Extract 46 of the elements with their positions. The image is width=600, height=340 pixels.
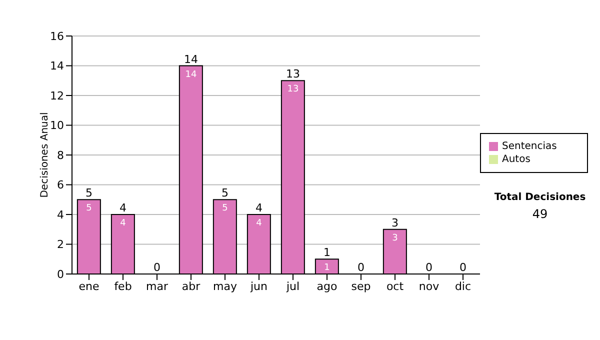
data-label: 5 — [86, 204, 92, 214]
y-tick-label: 4 — [57, 208, 64, 222]
total-label: 0 — [358, 261, 364, 274]
total-label: 4 — [256, 202, 262, 214]
data-label: 3 — [392, 233, 398, 244]
x-tick-label: sep — [351, 280, 371, 293]
x-tick-label: abr — [182, 280, 201, 293]
y-axis-title: Decisiones Anual — [40, 112, 51, 198]
x-tick-label: dic — [454, 280, 472, 293]
y-tick-label: 2 — [57, 238, 64, 252]
x-tick-label: may — [213, 280, 238, 293]
data-label: 4 — [120, 218, 126, 228]
x-tick-label: jul — [285, 280, 300, 293]
text: 49 — [531, 207, 549, 221]
y-tick-label: 8 — [57, 148, 64, 162]
total-label: 1 — [324, 246, 330, 260]
x-tick-label: feb — [114, 280, 132, 293]
x-tick-label: ago — [316, 280, 338, 293]
y-tick-label: 14 — [50, 60, 64, 73]
data-label: 5 — [222, 204, 228, 214]
total-label: 5 — [86, 186, 92, 200]
y-tick-label: 6 — [57, 178, 64, 192]
y-tick-label: 10 — [50, 119, 64, 132]
total-label: 0 — [426, 261, 432, 274]
total-label: 14 — [184, 52, 198, 66]
data-label: 13 — [287, 84, 299, 95]
y-tick-label: 16 — [50, 30, 64, 43]
text: Total Decisiones — [493, 192, 587, 203]
x-tick-label: oct — [386, 280, 404, 293]
data-label: 14 — [185, 70, 197, 80]
y-tick-label: 12 — [50, 89, 64, 102]
x-tick-label: mar — [146, 280, 168, 293]
data-label: 4 — [256, 218, 262, 228]
legend-label: Sentencias — [502, 141, 557, 152]
total-label: 0 — [154, 261, 160, 274]
total-label: 5 — [222, 186, 228, 200]
legend-label: Autos — [502, 154, 530, 165]
total-label: 13 — [286, 68, 300, 81]
total-label: 4 — [120, 202, 126, 214]
total-label: 0 — [460, 261, 466, 274]
y-tick-label: 0 — [57, 268, 64, 281]
x-tick-label: ene — [78, 280, 100, 293]
x-tick-label: jun — [250, 280, 268, 293]
total-label: 3 — [392, 216, 398, 230]
data-label: 1 — [324, 263, 330, 274]
x-tick-label: nov — [418, 280, 440, 293]
